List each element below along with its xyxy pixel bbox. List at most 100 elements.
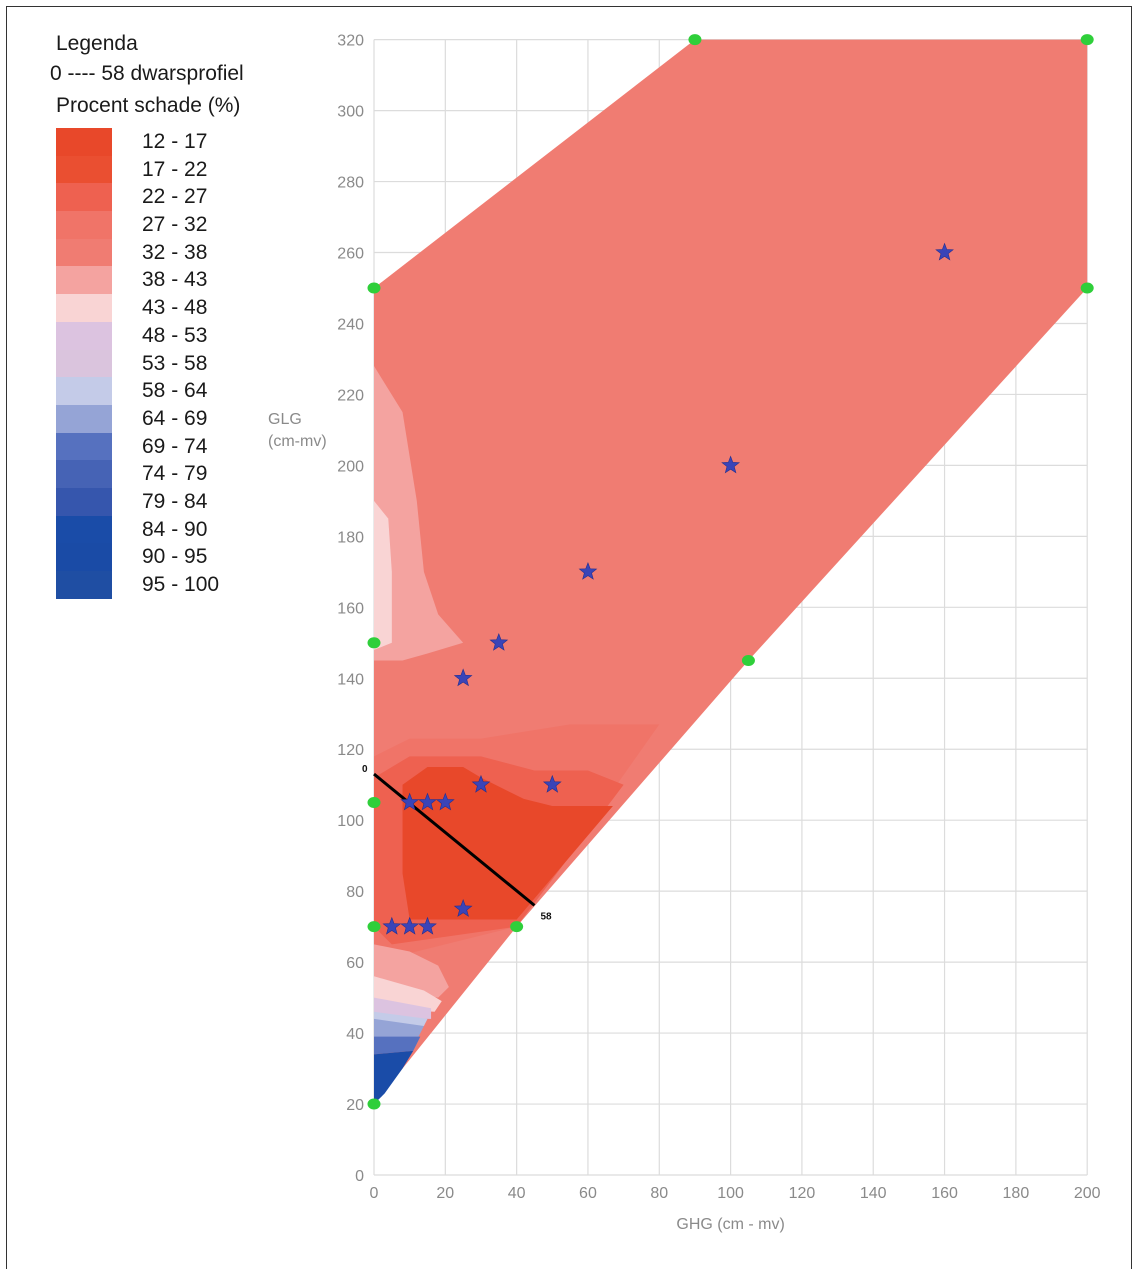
legend-swatch <box>56 155 112 184</box>
damage-zone <box>374 1018 424 1041</box>
legend-label: 48 - 53 <box>142 323 208 347</box>
measurement-star <box>418 792 437 811</box>
domain-corner-point <box>367 921 381 933</box>
legend-swatch <box>56 432 112 461</box>
legend-label: 12 - 17 <box>142 130 208 153</box>
measurement-star <box>489 632 509 651</box>
y-tick-label: 280 <box>337 175 364 192</box>
legend-label: 69 - 74 <box>142 434 208 458</box>
y-tick-label: 220 <box>337 387 364 404</box>
cross-section: 0 58 <box>362 764 552 922</box>
y-tick-label: 40 <box>346 1026 364 1043</box>
cross-section-start-label: 0 <box>362 764 368 775</box>
legend-swatch <box>56 183 112 212</box>
y-tick-label: 140 <box>337 671 364 688</box>
measurement-star <box>400 916 420 935</box>
y-axis-unit-label: (cm-mv) <box>268 433 327 450</box>
measurement-star <box>382 916 402 935</box>
y-tick-label: 20 <box>346 1097 364 1114</box>
legend-label: 53 - 58 <box>142 351 208 375</box>
measurement-star <box>453 899 473 917</box>
x-tick-label: 200 <box>1074 1185 1101 1202</box>
legend-swatch <box>56 349 112 378</box>
domain-corner-point <box>367 796 381 808</box>
domain-corner-point <box>741 655 755 667</box>
y-tick-label: 60 <box>346 955 364 972</box>
markers <box>367 34 1094 1110</box>
damage-zone <box>374 1050 414 1105</box>
legend-swatch <box>56 571 112 599</box>
domain-corner-point <box>688 34 702 46</box>
y-tick-label: 300 <box>337 104 364 121</box>
domain-corner-point <box>367 637 381 649</box>
legend-swatch <box>56 377 112 405</box>
x-tick-label: 80 <box>650 1185 668 1202</box>
legend-swatch <box>56 321 112 350</box>
damage-zone <box>374 366 464 661</box>
legend-label: 32 - 38 <box>142 240 208 264</box>
y-tick-label: 80 <box>346 884 364 901</box>
x-axis-label: GHG (cm - mv) <box>676 1216 784 1233</box>
legend-swatch <box>56 404 112 433</box>
y-tick-label: 120 <box>337 742 364 759</box>
legend-swatch <box>56 238 112 267</box>
y-tick-label: 320 <box>337 33 364 50</box>
legend-label: 17 - 22 <box>142 157 208 181</box>
damage-zone <box>374 1036 421 1055</box>
legend-schade-title: Procent schade (%) <box>56 94 241 117</box>
measurement-star <box>542 774 562 793</box>
domain-corner-point <box>510 921 524 933</box>
legend-title: Legenda <box>56 32 138 55</box>
damage-zone <box>374 500 392 650</box>
legend-label: 90 - 95 <box>142 545 208 569</box>
domain-corner-point <box>367 1098 381 1110</box>
legend-swatch <box>56 266 112 295</box>
legend-swatch <box>56 128 112 156</box>
damage-zones <box>374 39 1088 1105</box>
domain-corner-point <box>1080 34 1094 46</box>
y-tick-label: 160 <box>337 600 364 617</box>
axis-ticks: 0 20 40 60 80 100 120 140 160 180 200 0 20 40 60 80 100 1… <box>337 33 1100 1202</box>
legend-profile-label: 0 ---- 58 dwarsprofiel <box>50 62 244 85</box>
legend-swatch <box>56 211 112 239</box>
legend-label: 58 - 64 <box>142 379 208 403</box>
measurement-star <box>935 242 954 261</box>
legend-label: 64 - 69 <box>142 406 208 430</box>
legend-label: 43 - 48 <box>142 296 208 320</box>
legend-label: 79 - 84 <box>142 489 208 513</box>
domain-corner-point <box>1080 282 1094 294</box>
y-tick-label: 0 <box>355 1168 364 1185</box>
damage-zone <box>374 997 432 1019</box>
x-tick-label: 100 <box>717 1185 744 1202</box>
x-tick-label: 40 <box>508 1185 526 1202</box>
y-axis-label: GLG <box>268 411 302 428</box>
y-tick-label: 180 <box>337 529 364 546</box>
legend-label: 95 - 100 <box>142 573 220 596</box>
x-tick-label: 140 <box>860 1185 887 1202</box>
x-tick-label: 120 <box>789 1185 816 1202</box>
y-tick-label: 260 <box>337 246 364 263</box>
domain-corner-point <box>367 282 381 294</box>
measurement-star <box>435 792 455 811</box>
cross-section-line <box>373 772 536 907</box>
legend-swatch <box>56 515 112 544</box>
measurement-star <box>418 916 437 935</box>
x-tick-label: 60 <box>579 1185 597 1202</box>
measurement-star <box>471 774 491 793</box>
y-tick-label: 100 <box>337 813 364 830</box>
x-tick-label: 20 <box>436 1185 454 1202</box>
y-tick-label: 240 <box>337 316 364 333</box>
cross-section-end-label: 58 <box>540 911 552 922</box>
y-tick-label: 200 <box>337 458 364 475</box>
measurement-star <box>578 561 598 580</box>
measurement-star <box>400 792 420 811</box>
legend-swatch <box>56 294 112 322</box>
legend-label: 38 - 43 <box>142 268 208 292</box>
measurement-star <box>721 455 740 474</box>
x-tick-label: 180 <box>1003 1185 1030 1202</box>
legend-swatch <box>56 460 112 488</box>
figure-frame <box>6 6 1132 1269</box>
legend-label: 27 - 32 <box>142 213 208 237</box>
x-tick-label: 0 <box>370 1185 379 1202</box>
